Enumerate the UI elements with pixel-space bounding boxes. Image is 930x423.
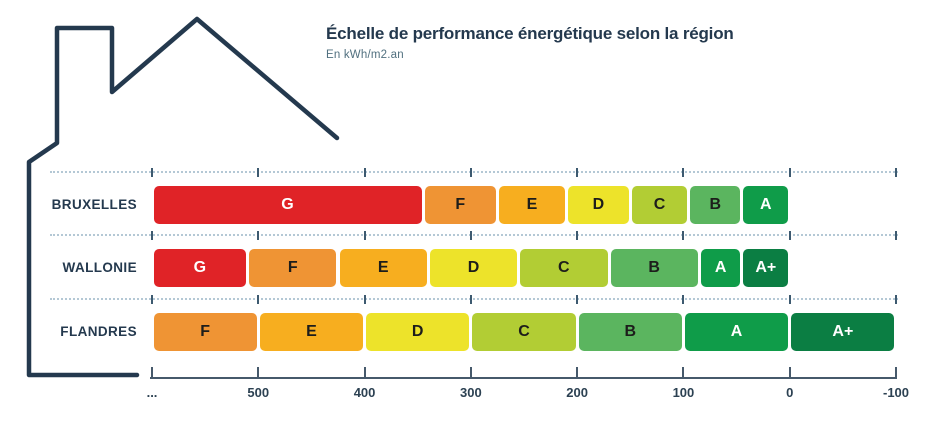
row-gridline-0 bbox=[50, 171, 898, 173]
bar-segment-bruxelles-f: F bbox=[424, 186, 496, 224]
x-axis-tick bbox=[151, 367, 153, 378]
bar-segment-wallonie-c: C bbox=[520, 249, 608, 287]
bar-segment-wallonie-f: F bbox=[249, 249, 337, 287]
x-axis-tick bbox=[895, 367, 897, 378]
gridline-tick bbox=[576, 294, 579, 304]
bar-segment-bruxelles-b: B bbox=[690, 186, 741, 224]
gridline-tick bbox=[788, 294, 791, 304]
bar-segment-wallonie-d: D bbox=[429, 249, 518, 287]
gridline-tick bbox=[576, 230, 579, 240]
row-label-bruxelles: BRUXELLES bbox=[51, 197, 137, 212]
x-axis-label: 100 bbox=[672, 385, 695, 400]
x-axis-label: 300 bbox=[459, 385, 482, 400]
gridline-tick bbox=[682, 230, 685, 240]
bar-segment-bruxelles-d: D bbox=[568, 186, 629, 224]
gridline-tick bbox=[151, 294, 153, 304]
gridline-tick bbox=[682, 294, 685, 304]
chart-header: Échelle de performance énergétique selon… bbox=[326, 24, 734, 61]
row-label-flandres: FLANDRES bbox=[60, 324, 137, 339]
x-axis-label: 200 bbox=[566, 385, 588, 400]
gridline-tick bbox=[363, 167, 366, 177]
gridline-tick bbox=[151, 230, 153, 240]
gridline-tick bbox=[151, 167, 153, 177]
bar-segment-wallonie-a: A bbox=[700, 249, 741, 287]
page-title: Échelle de performance énergétique selon… bbox=[326, 24, 734, 43]
bar-segment-flandres-b: B bbox=[578, 313, 682, 351]
gridline-tick bbox=[469, 230, 472, 240]
bar-segment-flandres-c: C bbox=[472, 313, 576, 351]
x-axis-label: -100 bbox=[882, 385, 910, 400]
chart-unit-subtitle: En kWh/m2.an bbox=[326, 49, 404, 61]
gridline-tick bbox=[363, 230, 366, 240]
x-axis-tick bbox=[469, 367, 472, 378]
x-axis-tick bbox=[788, 367, 791, 378]
gridline-tick bbox=[788, 230, 791, 240]
bar-segment-wallonie-b: B bbox=[610, 249, 698, 287]
gridline-tick bbox=[576, 167, 579, 177]
gridline-tick bbox=[788, 167, 791, 177]
row-gridline-2 bbox=[50, 298, 898, 300]
x-axis-tick bbox=[257, 367, 260, 378]
bar-segment-flandres-a: A bbox=[684, 313, 789, 351]
row-gridline-1 bbox=[50, 234, 898, 236]
bar-segment-wallonie-e: E bbox=[339, 249, 427, 287]
x-axis-tick bbox=[363, 367, 366, 378]
gridline-tick bbox=[895, 167, 897, 177]
x-axis-line bbox=[150, 377, 897, 379]
bar-segment-flandres-e: E bbox=[259, 313, 364, 351]
bar-segment-wallonie-g: G bbox=[153, 249, 247, 287]
bar-segment-bruxelles-e: E bbox=[498, 186, 565, 224]
bar-segment-flandres-d: D bbox=[366, 313, 470, 351]
x-axis-label: 500 bbox=[247, 385, 270, 400]
row-label-wallonie: WALLONIE bbox=[62, 260, 137, 275]
bar-segment-flandres-f: F bbox=[153, 313, 257, 351]
x-axis-tick bbox=[576, 367, 579, 378]
gridline-tick bbox=[682, 167, 685, 177]
gridline-tick bbox=[363, 294, 366, 304]
gridline-tick bbox=[469, 167, 472, 177]
bar-segment-bruxelles-a: A bbox=[743, 186, 789, 224]
gridline-tick bbox=[257, 294, 260, 304]
bar-segment-bruxelles-g: G bbox=[153, 186, 422, 224]
gridline-tick bbox=[895, 294, 897, 304]
x-axis-tick bbox=[682, 367, 685, 378]
bar-segment-bruxelles-c: C bbox=[631, 186, 688, 224]
x-axis-label: 400 bbox=[353, 385, 376, 400]
gridline-tick bbox=[895, 230, 897, 240]
x-axis-label: 0 bbox=[786, 385, 794, 400]
x-axis-label: ... bbox=[146, 385, 158, 400]
gridline-tick bbox=[257, 167, 260, 177]
gridline-tick bbox=[469, 294, 472, 304]
bar-segment-flandres-a+: A+ bbox=[791, 313, 895, 351]
bar-segment-wallonie-a+: A+ bbox=[743, 249, 789, 287]
gridline-tick bbox=[257, 230, 260, 240]
